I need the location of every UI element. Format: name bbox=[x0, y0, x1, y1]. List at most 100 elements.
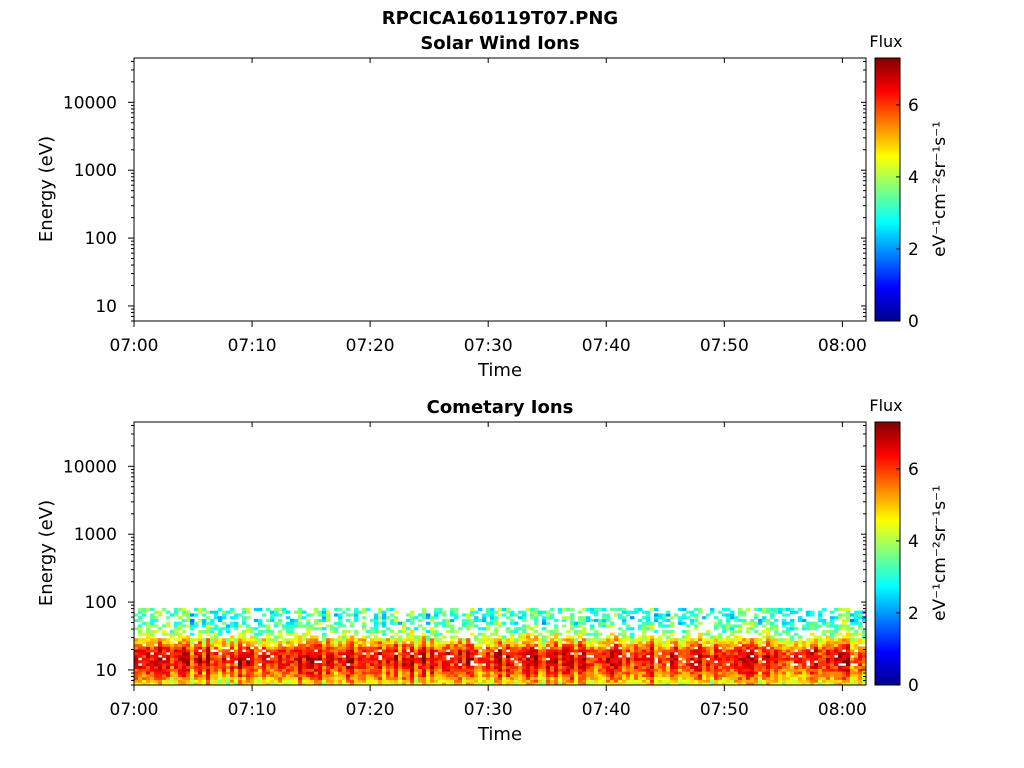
spectrogram-cell bbox=[554, 651, 559, 656]
spectrogram-cell bbox=[546, 643, 551, 647]
spectrogram-cell bbox=[262, 662, 267, 667]
spectrogram-cell bbox=[534, 660, 539, 664]
spectrogram-cell bbox=[658, 673, 663, 678]
spectrogram-cell bbox=[346, 638, 351, 642]
spectrogram-cell bbox=[390, 638, 395, 642]
spectrogram-cell bbox=[798, 665, 803, 669]
spectrogram-cell bbox=[266, 654, 271, 658]
spectrogram-cell bbox=[754, 621, 759, 625]
spectrogram-cell bbox=[726, 635, 731, 639]
spectrogram-cell bbox=[582, 618, 587, 623]
spectrogram-cell bbox=[522, 638, 527, 642]
spectrogram-cell bbox=[394, 616, 399, 620]
spectrogram-cell bbox=[250, 640, 255, 645]
spectrogram-cell bbox=[178, 640, 183, 645]
spectrogram-cell bbox=[138, 627, 143, 631]
spectrogram-cell bbox=[306, 624, 311, 628]
spectrogram-cell bbox=[238, 638, 243, 642]
spectrogram-cell bbox=[298, 649, 303, 653]
spectrogram-cell bbox=[614, 679, 619, 683]
spectrogram-cell bbox=[826, 676, 831, 680]
spectrogram-cell bbox=[758, 682, 763, 685]
spectrogram-cell bbox=[854, 671, 859, 675]
spectrogram-cell bbox=[438, 643, 443, 647]
spectrogram-cell bbox=[650, 671, 655, 675]
spectrogram-cell bbox=[266, 679, 271, 683]
spectrogram-cell bbox=[814, 640, 819, 645]
spectrogram-cell bbox=[610, 651, 615, 656]
spectrogram-cell bbox=[278, 657, 283, 661]
spectrogram-cell bbox=[734, 638, 739, 642]
spectrogram-cell bbox=[634, 668, 639, 672]
spectrogram-cell bbox=[506, 627, 511, 631]
spectrogram-cell bbox=[450, 618, 455, 623]
spectrogram-cell bbox=[150, 618, 155, 623]
spectrogram-cell bbox=[322, 635, 327, 639]
spectrogram-cell bbox=[382, 616, 387, 620]
spectrogram-cell bbox=[590, 607, 595, 612]
spectrogram-cell bbox=[746, 629, 751, 634]
spectrogram-cell bbox=[198, 662, 203, 667]
spectrogram-cell bbox=[722, 665, 727, 669]
x-tick-label: 07:00 bbox=[110, 336, 159, 356]
spectrogram-cell bbox=[514, 621, 519, 625]
spectrogram-cell bbox=[334, 646, 339, 650]
spectrogram-cell bbox=[534, 651, 539, 656]
spectrogram-cell bbox=[466, 643, 471, 647]
spectrogram-cell bbox=[258, 679, 263, 683]
spectrogram-cell bbox=[162, 662, 167, 667]
spectrogram-cell bbox=[742, 657, 747, 661]
spectrogram-cell bbox=[698, 654, 703, 658]
spectrogram-cell bbox=[626, 613, 631, 617]
spectrogram-cell bbox=[310, 646, 315, 650]
spectrogram-cell bbox=[590, 610, 595, 614]
spectrogram-cell bbox=[830, 649, 835, 653]
spectrogram-cell bbox=[698, 621, 703, 625]
spectrogram-cell bbox=[602, 616, 607, 620]
spectrogram-cell bbox=[634, 673, 639, 678]
spectrogram-cell bbox=[338, 676, 343, 680]
spectrogram-cell bbox=[138, 607, 143, 612]
spectrogram-cell bbox=[134, 643, 139, 647]
spectrogram-cell bbox=[134, 660, 139, 664]
spectrogram-cell bbox=[190, 618, 195, 623]
spectrogram-cell bbox=[710, 640, 715, 645]
spectrogram-cell bbox=[742, 618, 747, 623]
spectrogram-cell bbox=[642, 662, 647, 667]
spectrogram-cell bbox=[226, 668, 231, 672]
spectrogram-cell bbox=[714, 676, 719, 680]
spectrogram-cell bbox=[638, 657, 643, 661]
spectrogram-cell bbox=[278, 673, 283, 678]
spectrogram-cell bbox=[254, 676, 259, 680]
spectrogram-cell bbox=[262, 613, 267, 617]
spectrogram-cell bbox=[414, 635, 419, 639]
spectrogram-cell bbox=[738, 665, 743, 669]
spectrogram-cell bbox=[350, 654, 355, 658]
spectrogram-cell bbox=[630, 679, 635, 683]
spectrogram-cell bbox=[542, 673, 547, 678]
spectrogram-cell bbox=[802, 660, 807, 664]
spectrogram-cell bbox=[214, 660, 219, 664]
spectrogram-cell bbox=[734, 616, 739, 620]
spectrogram-cell bbox=[594, 613, 599, 617]
spectrogram-cell bbox=[506, 629, 511, 634]
spectrogram-cell bbox=[598, 668, 603, 672]
spectrogram-cell bbox=[778, 607, 783, 612]
spectrogram-cell bbox=[546, 640, 551, 645]
spectrogram-cell bbox=[750, 657, 755, 661]
spectrogram-cell bbox=[622, 682, 627, 685]
spectrogram-cell bbox=[706, 649, 711, 653]
spectrogram-cell bbox=[162, 671, 167, 675]
spectrogram-cell bbox=[770, 679, 775, 683]
spectrogram-cell bbox=[406, 627, 411, 631]
spectrogram-cell bbox=[214, 657, 219, 661]
spectrogram-cell bbox=[658, 613, 663, 617]
spectrogram-cell bbox=[746, 643, 751, 647]
spectrogram-cell bbox=[754, 640, 759, 645]
spectrogram-cell bbox=[670, 676, 675, 680]
spectrogram-cell bbox=[746, 621, 751, 625]
spectrogram-cell bbox=[566, 629, 571, 634]
spectrogram-cell bbox=[162, 646, 167, 650]
spectrogram-cell bbox=[542, 651, 547, 656]
spectrogram-cell bbox=[518, 654, 523, 658]
